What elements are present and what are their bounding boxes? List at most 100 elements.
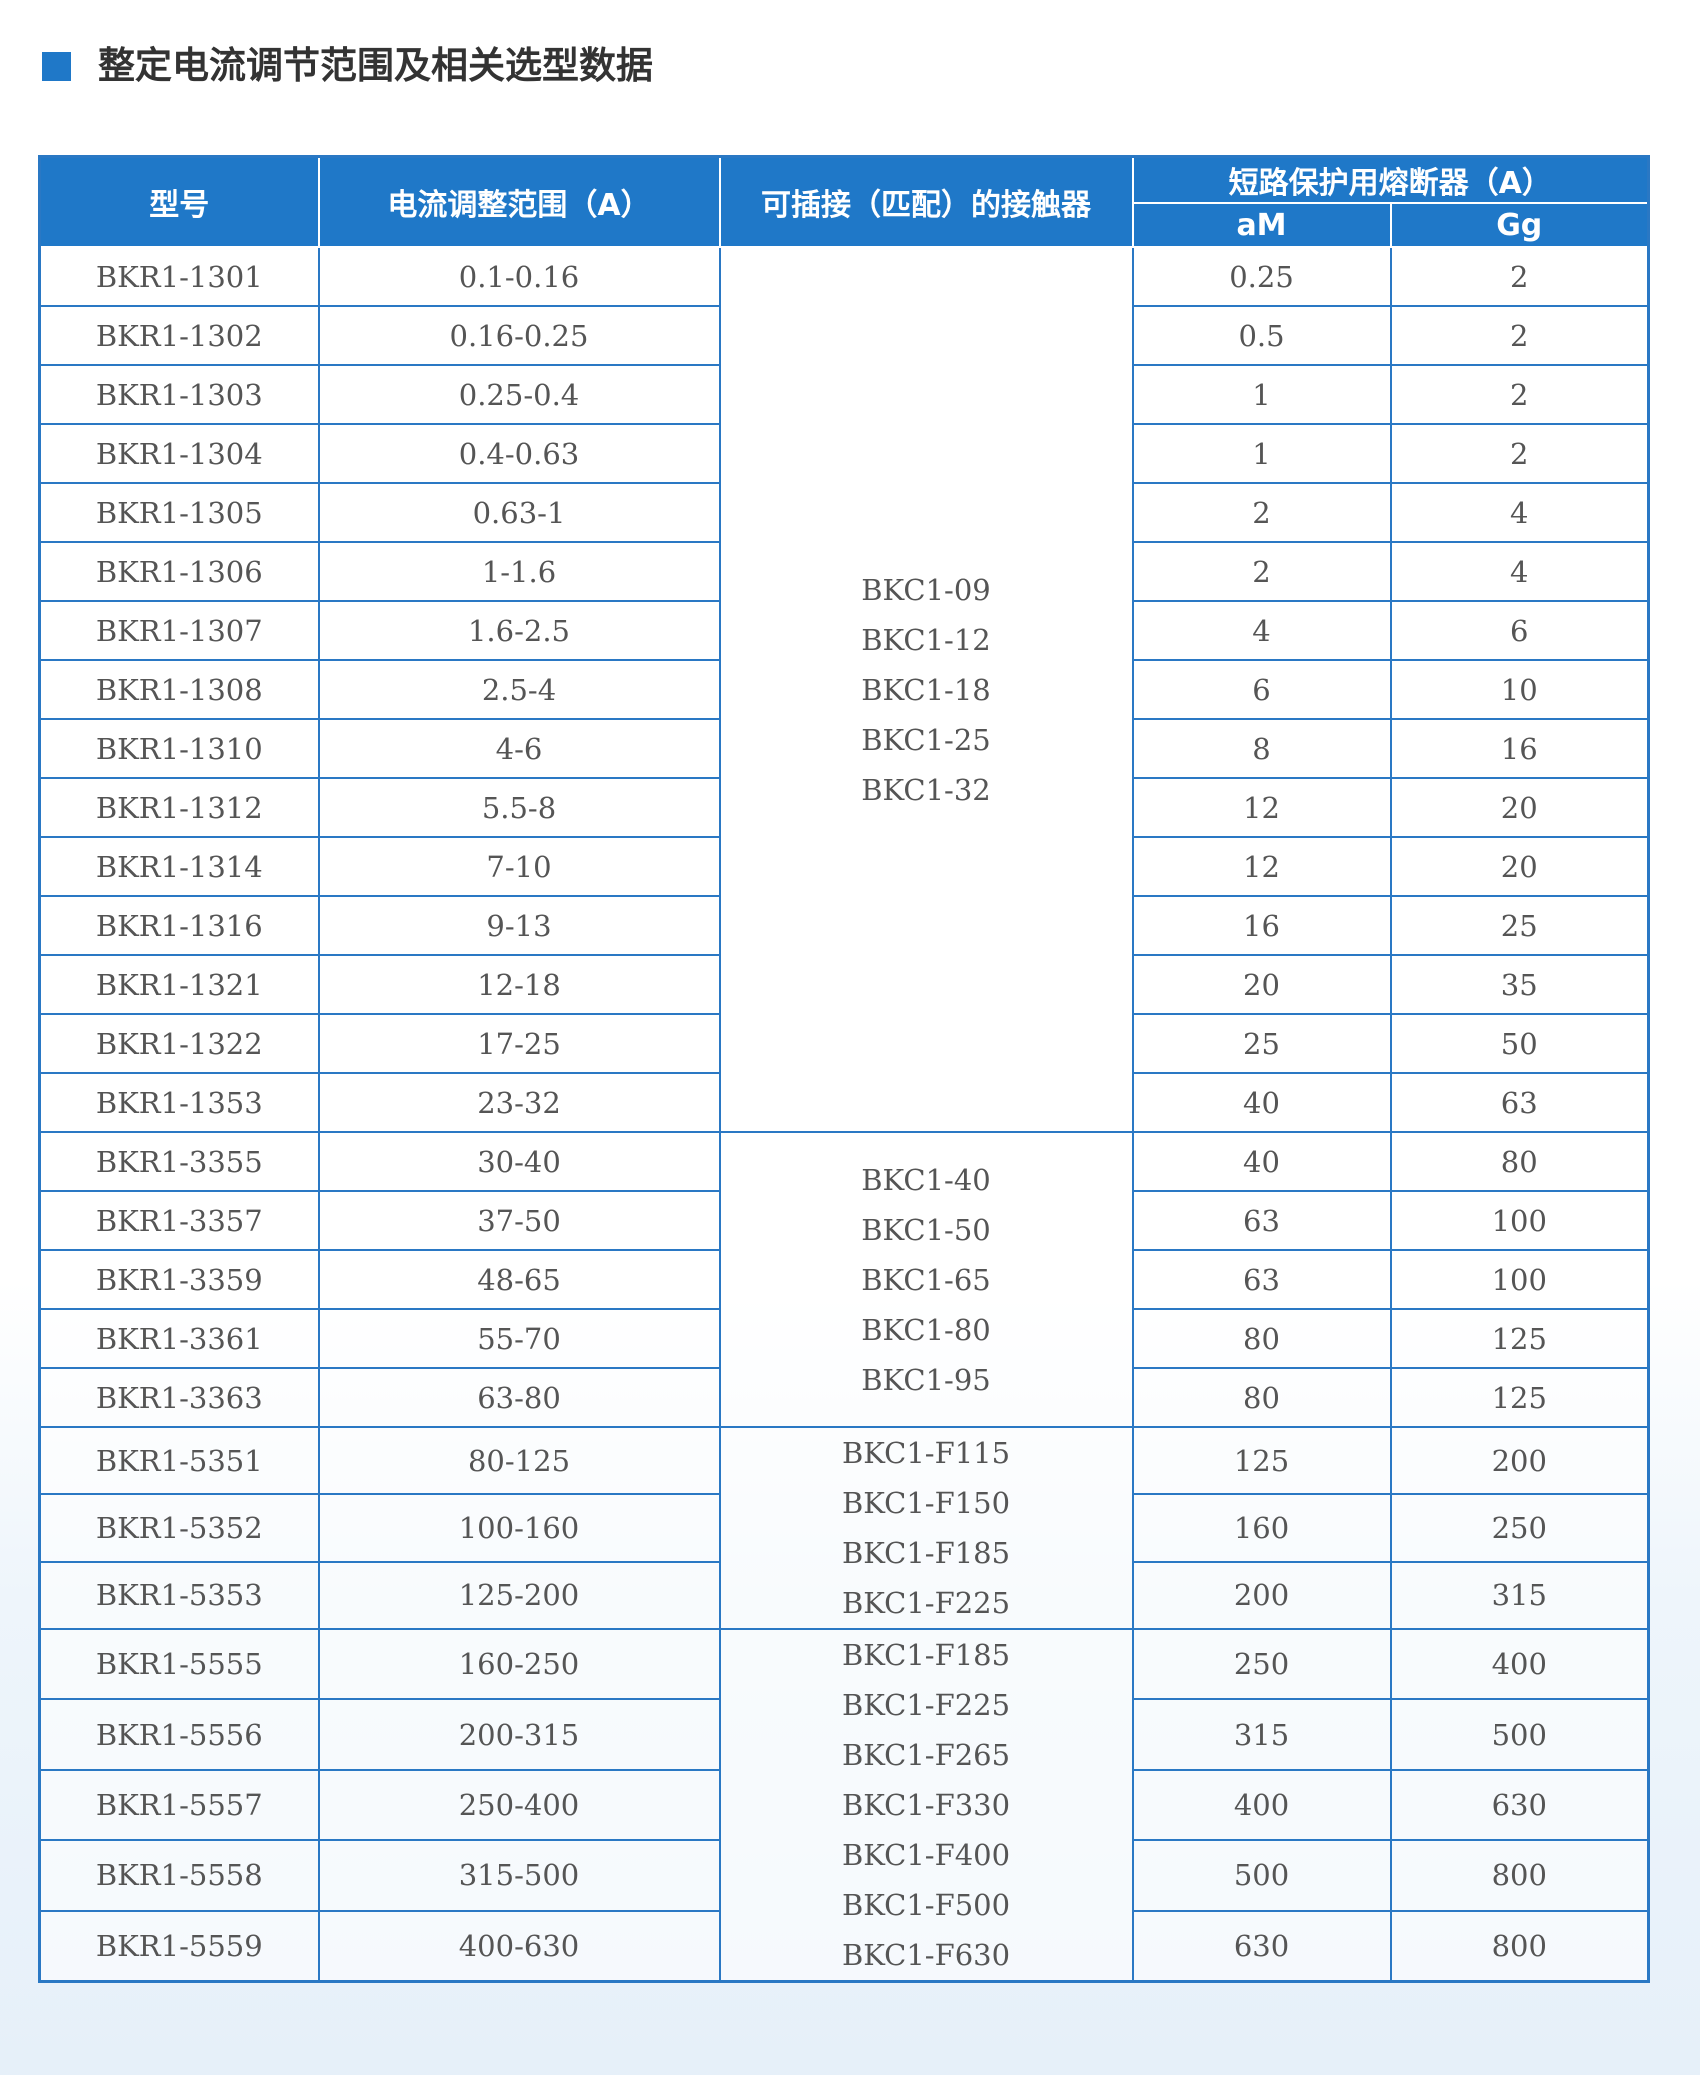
- contactor: BKC1-F330: [841, 1788, 1011, 1822]
- model-cell: BKR1-1316: [38, 895, 320, 956]
- table-body: BKR1-1301 0.1-0.16 BKC1-09 BKC1-12 BKC1-18 BK…: [38, 246, 1650, 1983]
- range-cell: 5.5-8: [317, 777, 721, 838]
- model-cell: BKR1-1303: [38, 364, 320, 425]
- am-cell: 63: [1131, 1249, 1392, 1310]
- am-cell: 1: [1131, 364, 1392, 425]
- range-cell: 4-6: [317, 718, 721, 779]
- model-cell: BKR1-1306: [38, 541, 320, 602]
- table-row: BKR1-5559 400-630 630 800: [38, 1909, 1650, 1983]
- range-cell: 400-630: [317, 1909, 721, 1983]
- range-cell: 0.16-0.25: [317, 305, 721, 366]
- contactor: BKC1-50: [861, 1212, 991, 1247]
- contactor: BKC1-80: [861, 1312, 991, 1347]
- gg-cell: 800: [1389, 1909, 1650, 1983]
- contactor: BKC1-40: [861, 1162, 991, 1197]
- gg-cell: 63: [1389, 1072, 1650, 1133]
- gg-cell: 125: [1389, 1308, 1650, 1369]
- table-row: BKR1-1305 0.63-1 2 4: [38, 482, 1650, 543]
- contactor: BKC1-18: [861, 672, 991, 707]
- am-cell: 2: [1131, 482, 1392, 543]
- am-cell: 80: [1131, 1367, 1392, 1428]
- header-fuse: 短路保护用熔断器（A）: [1131, 155, 1650, 204]
- am-cell: 2: [1131, 541, 1392, 602]
- gg-cell: 2: [1389, 246, 1650, 307]
- range-cell: 200-315: [317, 1698, 721, 1771]
- gg-cell: 25: [1389, 895, 1650, 956]
- am-cell: 80: [1131, 1308, 1392, 1369]
- am-cell: 40: [1131, 1131, 1392, 1192]
- gg-cell: 315: [1389, 1560, 1650, 1631]
- gg-cell: 630: [1389, 1768, 1650, 1842]
- table-row: BKR1-1321 12-18 20 35: [38, 954, 1650, 1015]
- am-cell: 1: [1131, 423, 1392, 484]
- range-cell: 55-70: [317, 1308, 721, 1369]
- model-cell: BKR1-1322: [38, 1013, 320, 1074]
- header-row: aM Gg: [40, 202, 1650, 248]
- gg-cell: 2: [1389, 305, 1650, 366]
- range-cell: 1-1.6: [317, 541, 721, 602]
- model-cell: BKR1-5558: [38, 1839, 320, 1912]
- model-cell: BKR1-1302: [38, 305, 320, 366]
- range-cell: 48-65: [317, 1249, 721, 1310]
- range-cell: 160-250: [317, 1627, 721, 1701]
- contactor-cell: BKC1-F115 BKC1-F150 BKC1-F185 BKC1-F225: [718, 1426, 1134, 1630]
- am-cell: 25: [1131, 1013, 1392, 1074]
- range-cell: 80-125: [317, 1425, 721, 1496]
- gg-cell: 100: [1389, 1190, 1650, 1251]
- am-cell: 12: [1131, 836, 1392, 897]
- model-cell: BKR1-1304: [38, 423, 320, 484]
- am-cell: 500: [1131, 1839, 1392, 1912]
- range-cell: 0.25-0.4: [317, 364, 721, 425]
- am-cell: 315: [1131, 1698, 1392, 1771]
- model-cell: BKR1-3357: [38, 1190, 320, 1251]
- title: 整定电流调节范围及相关选型数据: [98, 44, 653, 87]
- model-cell: BKR1-5557: [38, 1768, 320, 1842]
- contactor: BKC1-09: [861, 572, 991, 607]
- am-cell: 8: [1131, 718, 1392, 779]
- model-cell: BKR1-1314: [38, 836, 320, 897]
- model-cell: BKR1-1310: [38, 718, 320, 779]
- contactor: BKC1-F225: [841, 1586, 1011, 1620]
- table-row: BKR1-1310 4-6 8 16: [38, 718, 1650, 779]
- gg-cell: 35: [1389, 954, 1650, 1015]
- am-cell: 400: [1131, 1768, 1392, 1842]
- table-row: BKR1-1306 1-1.6 2 4: [38, 541, 1650, 602]
- table-row: BKR1-1301 0.1-0.16 BKC1-09 BKC1-12 BKC1-18 BK…: [38, 246, 1650, 1133]
- range-cell: 9-13: [317, 895, 721, 956]
- table-row: BKR1-1322 17-25 25 50: [38, 1013, 1650, 1074]
- table-row: BKR1-1314 7-10 12 20: [38, 836, 1650, 897]
- contactor: BKC1-12: [861, 622, 991, 657]
- range-cell: 23-32: [317, 1072, 721, 1133]
- contactor: BKC1-F185: [841, 1638, 1011, 1672]
- gg-cell: 100: [1389, 1249, 1650, 1310]
- contactor: BKC1-F630: [841, 1938, 1011, 1972]
- model-cell: BKR1-3359: [38, 1249, 320, 1310]
- am-cell: 160: [1131, 1493, 1392, 1563]
- model-cell: BKR1-1305: [38, 482, 320, 543]
- table-row: BKR1-5353 125-200 200 315: [38, 1560, 1650, 1631]
- contactor: BKC1-F115: [841, 1436, 1011, 1470]
- gg-cell: 500: [1389, 1698, 1650, 1771]
- contactor: BKC1-F400: [841, 1838, 1011, 1872]
- contactor: BKC1-95: [861, 1362, 991, 1397]
- gg-cell: 16: [1389, 718, 1650, 779]
- table-row: BKR1-1307 1.6-2.5 4 6: [38, 600, 1650, 661]
- am-cell: 4: [1131, 600, 1392, 661]
- table-row: BKR1-1316 9-13 16 25: [38, 895, 1650, 956]
- am-cell: 63: [1131, 1190, 1392, 1251]
- range-cell: 63-80: [317, 1367, 721, 1428]
- range-cell: 0.1-0.16: [317, 246, 721, 307]
- model-cell: BKR1-1312: [38, 777, 320, 838]
- range-cell: 125-200: [317, 1560, 721, 1631]
- am-cell: 250: [1131, 1627, 1392, 1701]
- gg-cell: 2: [1389, 423, 1650, 484]
- model-cell: BKR1-3355: [38, 1131, 320, 1192]
- am-cell: 0.25: [1131, 246, 1392, 307]
- model-cell: BKR1-1307: [38, 600, 320, 661]
- table-row: BKR1-3361 55-70 80 125: [38, 1308, 1650, 1369]
- range-cell: 12-18: [317, 954, 721, 1015]
- am-cell: 40: [1131, 1072, 1392, 1133]
- table-row: BKR1-5558 315-500 500 800: [38, 1839, 1650, 1912]
- contactor: BKC1-25: [861, 722, 991, 757]
- gg-cell: 80: [1389, 1131, 1650, 1192]
